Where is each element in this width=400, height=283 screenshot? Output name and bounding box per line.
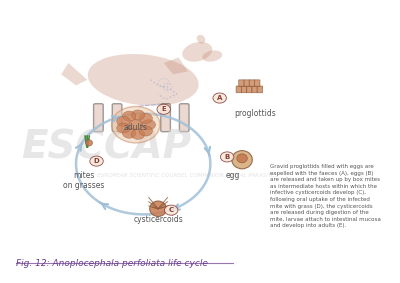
Text: proglottids: proglottids xyxy=(234,109,276,118)
Ellipse shape xyxy=(86,140,92,146)
Circle shape xyxy=(122,111,136,121)
Circle shape xyxy=(164,205,178,215)
Circle shape xyxy=(157,104,170,114)
FancyBboxPatch shape xyxy=(112,104,122,132)
Ellipse shape xyxy=(182,42,212,62)
Circle shape xyxy=(117,123,130,133)
Ellipse shape xyxy=(197,35,205,44)
Text: C: C xyxy=(169,207,174,213)
Text: B: B xyxy=(224,154,230,160)
Circle shape xyxy=(112,106,160,143)
Text: Gravid proglottids filled with eggs are
expelled with the faeces (A), eggs (B)
a: Gravid proglottids filled with eggs are … xyxy=(270,164,381,228)
FancyBboxPatch shape xyxy=(94,104,103,132)
Circle shape xyxy=(129,120,142,130)
FancyBboxPatch shape xyxy=(161,104,170,132)
Ellipse shape xyxy=(232,151,252,169)
Text: cysticercoids: cysticercoids xyxy=(133,215,183,224)
FancyBboxPatch shape xyxy=(239,80,244,87)
FancyBboxPatch shape xyxy=(249,80,255,87)
FancyBboxPatch shape xyxy=(246,86,252,93)
Circle shape xyxy=(220,152,234,162)
Polygon shape xyxy=(164,57,188,74)
FancyBboxPatch shape xyxy=(241,86,247,93)
Text: ESCCAP: ESCCAP xyxy=(21,128,191,166)
FancyBboxPatch shape xyxy=(257,86,262,93)
Text: A: A xyxy=(217,95,222,101)
Text: E: E xyxy=(161,106,166,112)
Circle shape xyxy=(117,116,130,127)
FancyBboxPatch shape xyxy=(236,86,242,93)
Text: EUROPEAN SCIENTIFIC COUNSEL COMPANION ANIMAL PARASITES: EUROPEAN SCIENTIFIC COUNSEL COMPANION AN… xyxy=(97,173,278,178)
Polygon shape xyxy=(61,63,87,85)
Circle shape xyxy=(213,93,226,103)
Text: egg: egg xyxy=(226,171,240,180)
Circle shape xyxy=(131,129,145,140)
Ellipse shape xyxy=(150,201,166,216)
Circle shape xyxy=(139,126,152,136)
Circle shape xyxy=(142,120,156,130)
Text: adults: adults xyxy=(124,123,148,132)
FancyBboxPatch shape xyxy=(179,104,189,132)
Text: mites
on grasses: mites on grasses xyxy=(63,171,104,190)
Circle shape xyxy=(122,128,136,138)
Circle shape xyxy=(131,110,145,120)
Ellipse shape xyxy=(202,50,222,62)
Ellipse shape xyxy=(88,54,199,106)
Circle shape xyxy=(139,113,152,123)
FancyBboxPatch shape xyxy=(244,80,250,87)
Ellipse shape xyxy=(237,154,247,163)
Circle shape xyxy=(90,156,103,166)
Text: Fig. 12: Anoplocephala perfoliata life cycle: Fig. 12: Anoplocephala perfoliata life c… xyxy=(16,259,208,268)
Text: D: D xyxy=(94,158,100,164)
FancyBboxPatch shape xyxy=(254,80,260,87)
FancyBboxPatch shape xyxy=(252,86,257,93)
